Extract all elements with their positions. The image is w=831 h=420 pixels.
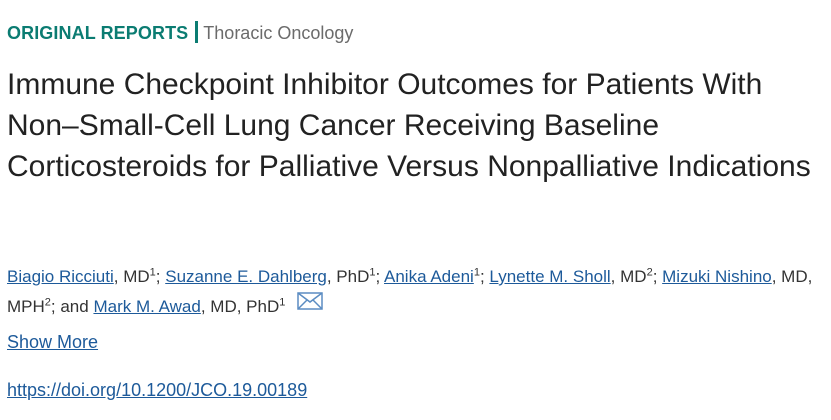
affiliation-marker: 1: [473, 266, 480, 279]
author-link[interactable]: Lynette M. Sholl: [489, 267, 611, 286]
subsection-label: Thoracic Oncology: [203, 23, 354, 43]
author-credentials: , MD: [610, 267, 647, 286]
author-credentials: , MD, PhD: [200, 297, 280, 316]
author-link[interactable]: Suzanne E. Dahlberg: [165, 267, 327, 286]
author-separator: ; and: [50, 297, 94, 316]
author-separator: ;: [375, 267, 385, 286]
affiliation-marker: 1: [369, 266, 376, 279]
author-separator: ;: [479, 267, 490, 286]
author-link[interactable]: Anika Adeni: [384, 267, 474, 286]
author-credentials: , MD: [113, 267, 150, 286]
author-separator: ;: [652, 267, 663, 286]
author-list: Biagio Ricciuti, MD1; Suzanne E. Dahlber…: [7, 262, 822, 322]
doi-link[interactable]: https://doi.org/10.1200/JCO.19.00189: [7, 380, 308, 400]
show-more-link[interactable]: Show More: [7, 332, 99, 352]
author-link[interactable]: Mizuki Nishino: [662, 267, 772, 286]
author-credentials: , PhD: [326, 267, 370, 286]
author-credentials: , MD, MPH: [7, 267, 813, 316]
author-separator: ;: [155, 267, 166, 286]
affiliation-marker: 1: [149, 266, 156, 279]
email-icon[interactable]: [297, 292, 324, 310]
article-title: Immune Checkpoint Inhibitor Outcomes for…: [7, 68, 811, 183]
affiliation-marker: 1: [279, 296, 286, 309]
article-header: ORIGINAL REPORTS Thoracic Oncology: [7, 21, 353, 44]
author-link[interactable]: Biagio Ricciuti: [7, 267, 114, 286]
divider: [195, 21, 199, 43]
section-label: ORIGINAL REPORTS: [7, 23, 189, 43]
affiliation-marker: 2: [44, 296, 51, 309]
affiliation-marker: 2: [646, 266, 653, 279]
author-link[interactable]: Mark M. Awad: [93, 297, 201, 316]
